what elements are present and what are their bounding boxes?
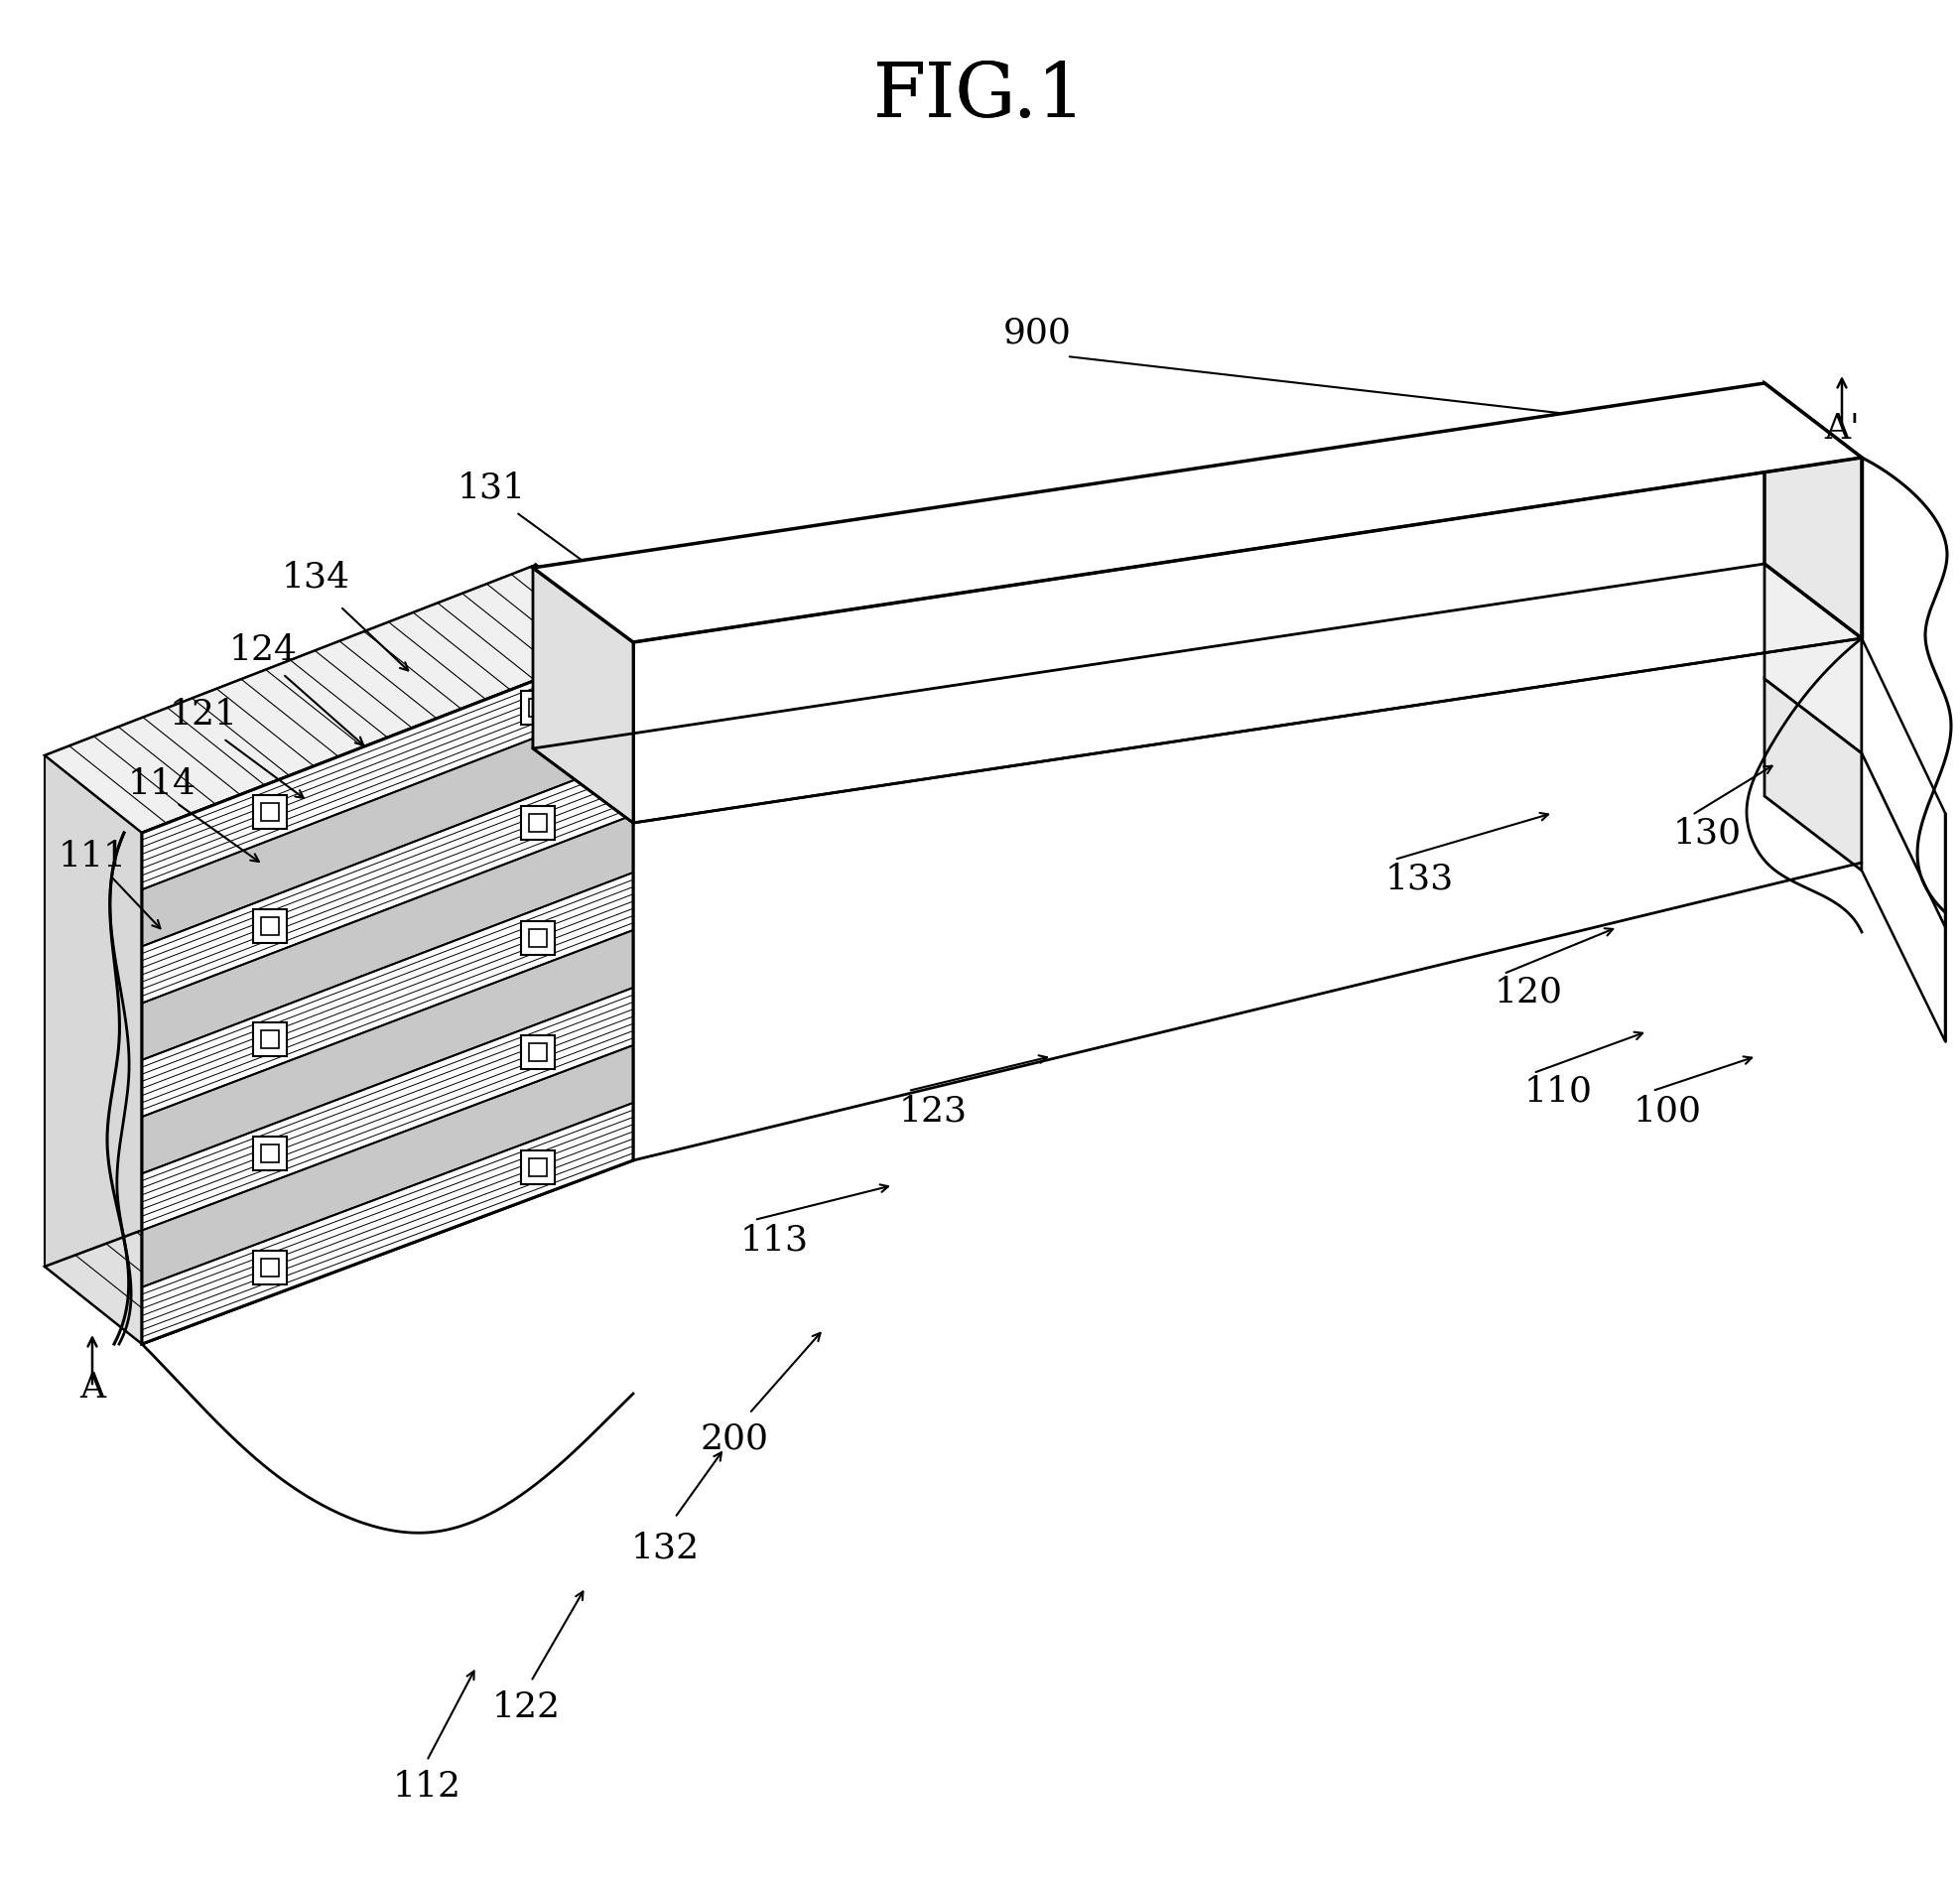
- Polygon shape: [141, 816, 633, 1061]
- Polygon shape: [261, 1259, 278, 1277]
- Text: 134: 134: [282, 561, 351, 593]
- Polygon shape: [1764, 384, 1862, 639]
- Polygon shape: [521, 806, 555, 840]
- Text: FIG.1: FIG.1: [872, 60, 1086, 134]
- Polygon shape: [1764, 680, 1862, 870]
- Text: 132: 132: [631, 1532, 700, 1564]
- Polygon shape: [261, 803, 278, 821]
- Polygon shape: [1862, 639, 1944, 927]
- Text: A: A: [80, 1370, 106, 1404]
- Text: 121: 121: [169, 697, 237, 731]
- Text: 122: 122: [492, 1690, 561, 1724]
- Polygon shape: [141, 1046, 633, 1287]
- Polygon shape: [529, 1044, 547, 1063]
- Polygon shape: [261, 1031, 278, 1049]
- Polygon shape: [141, 757, 633, 1004]
- Polygon shape: [261, 1145, 278, 1162]
- Polygon shape: [141, 642, 633, 889]
- Polygon shape: [1862, 754, 1944, 1042]
- Polygon shape: [141, 701, 633, 948]
- Text: 130: 130: [1672, 816, 1740, 850]
- Polygon shape: [141, 1104, 633, 1345]
- Polygon shape: [253, 795, 286, 829]
- Text: 200: 200: [700, 1422, 768, 1456]
- Polygon shape: [253, 1251, 286, 1285]
- Polygon shape: [535, 565, 633, 1161]
- Polygon shape: [45, 565, 535, 1266]
- Text: 114: 114: [127, 767, 196, 801]
- Polygon shape: [529, 1159, 547, 1178]
- Polygon shape: [521, 691, 555, 725]
- Text: 110: 110: [1523, 1074, 1592, 1108]
- Polygon shape: [141, 872, 633, 1117]
- Polygon shape: [529, 929, 547, 948]
- Polygon shape: [529, 814, 547, 833]
- Polygon shape: [45, 565, 633, 833]
- Text: 113: 113: [739, 1223, 808, 1257]
- Polygon shape: [521, 1036, 555, 1070]
- Polygon shape: [253, 1138, 286, 1170]
- Polygon shape: [533, 384, 1862, 642]
- Polygon shape: [141, 987, 633, 1230]
- Polygon shape: [253, 1023, 286, 1057]
- Polygon shape: [521, 1151, 555, 1185]
- Text: 133: 133: [1386, 861, 1454, 895]
- Polygon shape: [141, 642, 633, 1345]
- Text: 112: 112: [392, 1769, 461, 1803]
- Text: 120: 120: [1494, 976, 1562, 1010]
- Text: 123: 123: [898, 1095, 966, 1129]
- Polygon shape: [261, 918, 278, 934]
- Text: 100: 100: [1633, 1095, 1701, 1129]
- Text: FIG.1: FIG.1: [872, 60, 1086, 134]
- Polygon shape: [533, 569, 633, 823]
- Text: 124: 124: [229, 633, 298, 667]
- Polygon shape: [141, 931, 633, 1174]
- Polygon shape: [521, 921, 555, 955]
- Polygon shape: [529, 699, 547, 718]
- Text: 900: 900: [1004, 315, 1072, 349]
- Polygon shape: [45, 1083, 633, 1345]
- Text: A': A': [1825, 413, 1860, 445]
- Polygon shape: [1764, 565, 1862, 754]
- Polygon shape: [253, 910, 286, 944]
- Polygon shape: [533, 565, 633, 823]
- Text: 111: 111: [59, 838, 127, 872]
- Text: 131: 131: [457, 471, 525, 505]
